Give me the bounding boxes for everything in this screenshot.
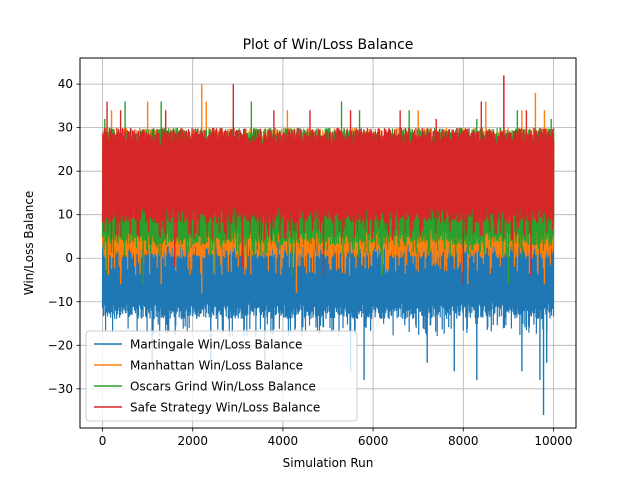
x-tick-label: 10000 <box>534 434 572 448</box>
y-tick-label: 0 <box>65 251 73 265</box>
legend: Martingale Win/Loss Balance Manhattan Win… <box>85 330 358 422</box>
legend-label: Martingale Win/Loss Balance <box>130 338 302 352</box>
legend-label: Safe Strategy Win/Loss Balance <box>130 401 320 415</box>
plot-frame <box>79 57 577 429</box>
x-tick-label: 6000 <box>358 434 389 448</box>
y-tick-label: −10 <box>48 295 73 309</box>
x-tick-label: 4000 <box>268 434 299 448</box>
y-axis-label: Win/Loss Balance <box>22 191 36 296</box>
legend-box <box>85 330 358 422</box>
legend-label: Oscars Grind Win/Loss Balance <box>130 380 316 394</box>
y-tick-label: 20 <box>58 164 73 178</box>
x-axis-label: Simulation Run <box>283 456 374 470</box>
y-tick-label: 30 <box>58 121 73 135</box>
x-tick-label: 2000 <box>177 434 208 448</box>
series-4 <box>101 75 555 285</box>
legend-items: Martingale Win/Loss Balance Manhattan Win… <box>94 338 320 415</box>
y-tick-label: 40 <box>58 77 73 91</box>
x-tick-label: 0 <box>99 434 107 448</box>
y-tick-label: −30 <box>48 382 73 396</box>
chart-title: Plot of Win/Loss Balance <box>243 37 414 53</box>
x-tick-label: 8000 <box>448 434 479 448</box>
series-line <box>101 127 555 241</box>
tick-layer: 0 2000 4000 6000 8000 10000 −30 −20 −10 0 10 20 30 40 <box>48 77 573 448</box>
data-layer <box>101 75 555 415</box>
legend-label: Manhattan Win/Loss Balance <box>130 359 303 373</box>
y-tick-label: 10 <box>58 208 73 222</box>
y-tick-label: −20 <box>48 338 73 352</box>
